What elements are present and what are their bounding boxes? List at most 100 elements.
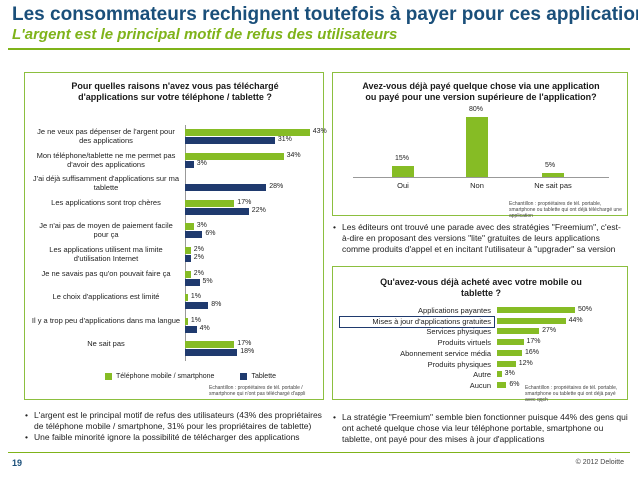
left-chart-value-label: 5% — [202, 277, 213, 285]
left-chart-bar — [185, 341, 235, 349]
left-chart-panel: Pour quelles raisons n'avez vous pas tél… — [24, 72, 327, 400]
slide-title: Les consommateurs rechignent toutefois à… — [12, 4, 638, 25]
bottom-right-chart-category-label: Autre — [473, 370, 491, 380]
top-right-chart-bar — [392, 165, 414, 177]
left-bullet-1: L'argent est le principal motif de refus… — [24, 410, 324, 432]
bottom-right-chart-value-label: 17% — [526, 338, 541, 346]
left-chart-value-label: 17% — [237, 340, 252, 348]
top-right-chart-bar — [466, 117, 488, 177]
bottom-right-chart-value-label: 6% — [509, 380, 520, 388]
left-chart-category-label: J'ai déjà suffisamment d'applications su… — [32, 174, 180, 193]
top-right-bullets: Les éditeurs ont trouvé une parade avec … — [332, 222, 628, 255]
top-right-bullet-1: Les éditeurs ont trouvé une parade avec … — [332, 222, 628, 255]
bottom-right-chart-bar — [497, 371, 502, 378]
left-chart-category-label: Il y a trop peu d'applications dans ma l… — [31, 315, 181, 325]
left-chart-value-label: 2% — [193, 254, 204, 261]
left-chart-bar — [185, 129, 310, 136]
bottom-right-chart-value-label: 44% — [568, 316, 583, 324]
left-chart-value-label: 43% — [312, 128, 327, 135]
left-chart-bar — [185, 137, 275, 144]
legend-label-tablet: Tablette — [251, 373, 276, 380]
bottom-right-chart-bar — [497, 307, 575, 313]
left-chart-category-label: Je ne veux pas dépenser de l'argent pour… — [37, 127, 175, 145]
slide-subtitle: L'argent est le principal motif de refus… — [12, 26, 398, 43]
top-right-chart-category-label: Ne sait pas — [534, 181, 572, 190]
bottom-right-chart-bar — [497, 339, 524, 346]
left-chart-value-label: 8% — [211, 301, 222, 309]
left-chart-category-label: Mon téléphone/tablette ne me permet pas … — [36, 150, 176, 169]
top-right-chart-value-label: 15% — [395, 154, 410, 162]
freemium-highlight-box — [339, 316, 495, 328]
bottom-right-chart-category-label: Applications payantes — [418, 306, 491, 315]
bottom-right-chart-bar — [497, 317, 566, 324]
left-chart-bar — [185, 207, 249, 215]
left-chart-value-label: 2% — [193, 269, 204, 277]
left-chart-axis — [185, 125, 186, 361]
bottom-right-chart-bar — [497, 360, 516, 367]
bottom-right-chart-value-label: 27% — [542, 327, 557, 335]
left-chart-legend: Téléphone mobile / smartphone Tablette — [105, 373, 276, 380]
left-chart-category-label: Le choix d'applications est limité — [52, 292, 160, 302]
left-chart-category-label: Je ne savais pas qu'on pouvait faire ça — [41, 268, 171, 278]
bottom-right-chart-value-label: 12% — [518, 359, 533, 367]
left-chart-bar — [185, 160, 194, 168]
bottom-right-chart-bar — [497, 381, 507, 388]
copyright-text: © 2012 Deloitte — [575, 459, 624, 466]
top-right-chart-value-label: 80% — [469, 106, 484, 113]
bottom-right-chart-bar — [497, 328, 540, 335]
left-chart-title: Pour quelles raisons n'avez vous pas tél… — [71, 81, 279, 102]
top-right-chart-bar — [542, 173, 564, 177]
left-chart-value-label: 1% — [190, 316, 202, 324]
left-bullets: L'argent est le principal motif de refus… — [24, 410, 324, 443]
left-chart-category-label: Les applications sont trop chères — [51, 197, 161, 207]
left-chart-sample-note: Echantillon : propriétaires de tél. port… — [209, 385, 306, 397]
left-chart-bar — [185, 223, 194, 231]
bottom-right-chart-category-label: Produits physiques — [427, 359, 491, 369]
left-bullet-2: Une faible minorité ignore la possibilit… — [24, 432, 324, 443]
bottom-right-sample-note: Echantillon : propriétaires de tél. port… — [525, 385, 618, 403]
top-right-chart-value-label: 5% — [545, 162, 556, 170]
legend-swatch-tablet — [240, 373, 248, 380]
left-chart-bar — [185, 317, 188, 325]
page-number: 19 — [12, 458, 23, 468]
top-right-chart-panel: Avez-vous déjà payé quelque chose via un… — [332, 72, 628, 219]
left-chart-value-label: 31% — [277, 136, 292, 143]
top-right-sample-note: Echantillon : propriétaires de tél. port… — [509, 201, 622, 219]
top-right-chart-category-label: Oui — [397, 181, 409, 190]
legend-label-phone: Téléphone mobile / smartphone — [116, 373, 215, 380]
left-chart-bar — [185, 184, 267, 192]
left-chart-bar — [185, 247, 191, 254]
left-chart-value-label: 4% — [199, 324, 210, 332]
left-chart-value-label: 6% — [205, 230, 216, 238]
left-chart-value-label: 3% — [196, 222, 207, 230]
left-chart-bar — [185, 199, 235, 207]
left-chart-bar — [185, 270, 191, 278]
left-chart-value-label: 34% — [286, 151, 301, 159]
bottom-right-chart-value-label: 50% — [578, 306, 593, 313]
left-chart-value-label: 2% — [193, 246, 204, 253]
bottom-right-bullet-1: La stratégie "Freemium" semble bien fonc… — [332, 412, 628, 445]
left-chart-category-label: Les applications utilisent ma limite d'u… — [49, 245, 163, 263]
left-chart-value-label: 17% — [237, 198, 252, 206]
left-chart-value-label: 22% — [251, 206, 266, 214]
bottom-right-chart-bar — [497, 349, 522, 356]
left-chart-bar — [185, 152, 284, 160]
left-chart-value-label: 28% — [269, 183, 284, 191]
left-chart-category-label: Ne sait pas — [87, 339, 125, 349]
left-chart-value-label: 18% — [240, 348, 255, 356]
bottom-right-chart-panel: Qu'avez-vous déjà acheté avec votre mobi… — [332, 266, 628, 403]
left-chart-bar — [185, 255, 191, 262]
footer-divider — [8, 452, 630, 453]
left-chart-bar — [185, 231, 203, 239]
bottom-right-chart-category-label: Services physiques — [426, 327, 491, 337]
left-chart-bar — [185, 325, 197, 333]
top-right-chart-title: Avez-vous déjà payé quelque chose via un… — [362, 81, 600, 102]
bottom-right-chart-value-label: 16% — [524, 348, 539, 356]
left-chart-bar — [185, 349, 238, 357]
bottom-right-chart-category-label: Mises à jour d'applications gratuites — [372, 316, 491, 326]
title-divider — [8, 48, 630, 50]
left-chart-bar — [185, 294, 188, 302]
bottom-right-chart-category-label: Aucun — [469, 380, 491, 390]
left-chart-bar — [185, 302, 209, 310]
top-right-chart-baseline — [353, 177, 609, 178]
